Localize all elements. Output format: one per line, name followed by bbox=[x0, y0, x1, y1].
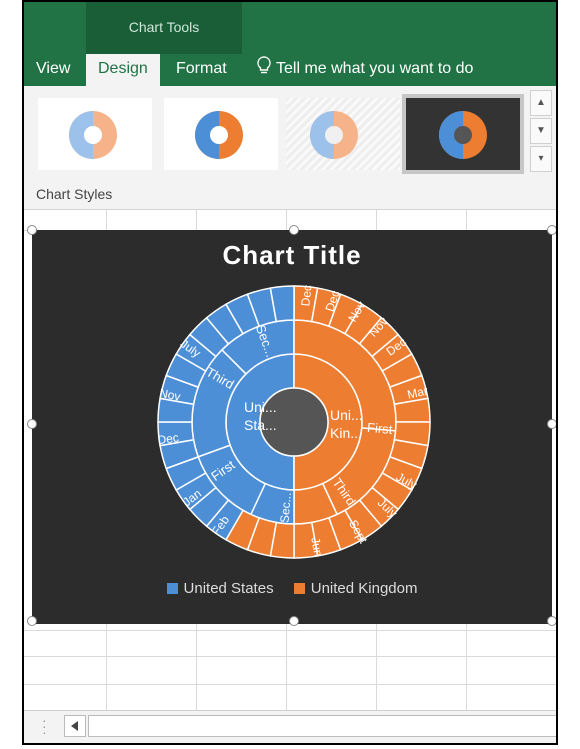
sunburst-label-month: Dec bbox=[323, 289, 343, 314]
chart-tools-context-label: Chart Tools bbox=[86, 2, 242, 54]
resize-handle-top[interactable] bbox=[289, 225, 299, 235]
tab-format[interactable]: Format bbox=[176, 60, 227, 77]
gallery-scroll-down[interactable]: ▼ bbox=[530, 118, 552, 144]
sunburst-label-month: Jun bbox=[308, 536, 325, 557]
chart-styles-gallery: ▲ ▼ ▾ bbox=[24, 86, 556, 178]
lightbulb-icon bbox=[257, 56, 271, 74]
sheet-status-bar: · · · bbox=[24, 710, 556, 743]
horizontal-scrollbar[interactable] bbox=[88, 715, 556, 737]
triangle-left-icon bbox=[71, 721, 78, 731]
ribbon-header: Chart Tools View Design Format Tell me w… bbox=[24, 2, 556, 86]
sunburst-label-uk: Kin... bbox=[330, 425, 362, 441]
resize-handle-bottom[interactable] bbox=[289, 616, 299, 626]
excel-window: Chart Tools View Design Format Tell me w… bbox=[22, 0, 558, 745]
chart-style-thumb-3[interactable] bbox=[286, 98, 400, 170]
resize-handle-bottom-left[interactable] bbox=[27, 616, 37, 626]
chart-title[interactable]: Chart Title bbox=[222, 240, 362, 270]
sunburst-label-month: Dec bbox=[157, 430, 180, 447]
sunburst-chart[interactable]: Uni...Sta...Uni...Kin...Sec...ThirdFirst… bbox=[32, 270, 552, 600]
sunburst-label-month: Dec bbox=[298, 284, 314, 307]
sunburst-label-uk: Uni... bbox=[330, 407, 363, 423]
gallery-scroll-up[interactable]: ▲ bbox=[530, 90, 552, 116]
resize-handle-bottom-right[interactable] bbox=[547, 616, 556, 626]
tell-me-box[interactable]: Tell me what you want to do bbox=[256, 54, 473, 86]
drag-dots-icon[interactable]: · · · bbox=[42, 712, 47, 740]
resize-handle-top-left[interactable] bbox=[27, 225, 37, 235]
sunburst-thumbnail-icon bbox=[439, 111, 487, 159]
sunburst-label-month: Nov bbox=[158, 386, 182, 404]
chart-style-thumb-4-selected[interactable] bbox=[402, 94, 524, 174]
legend-item-united-states: United States bbox=[166, 580, 274, 597]
chart-style-thumb-1[interactable] bbox=[38, 98, 152, 170]
resize-handle-top-right[interactable] bbox=[547, 225, 556, 235]
worksheet-grid[interactable]: Chart Title Uni... Sta... Uni... Kin... Sec.… bbox=[24, 210, 556, 710]
sunburst-thumbnail-icon bbox=[195, 111, 243, 159]
sunburst-label-us: Sta... bbox=[244, 417, 277, 433]
chart-styles-group-label: Chart Styles bbox=[24, 178, 556, 210]
sunburst-center-hole bbox=[259, 387, 329, 457]
resize-handle-left[interactable] bbox=[27, 419, 37, 429]
tab-design[interactable]: Design bbox=[86, 54, 160, 86]
sunburst-month-segment[interactable] bbox=[269, 285, 295, 323]
sunburst-thumbnail-icon bbox=[310, 111, 358, 159]
tab-view[interactable]: View bbox=[36, 60, 71, 77]
scroll-left-button[interactable] bbox=[64, 715, 86, 737]
sunburst-label-quarter: Sec... bbox=[277, 492, 294, 524]
sunburst-label-quarter: First bbox=[367, 420, 394, 437]
resize-handle-right[interactable] bbox=[547, 419, 556, 429]
tell-me-text: Tell me what you want to do bbox=[276, 60, 474, 77]
gallery-more-button[interactable]: ▾ bbox=[530, 146, 552, 172]
chart-style-thumb-2[interactable] bbox=[164, 98, 278, 170]
chart-legend[interactable]: United States United Kingdom bbox=[32, 580, 552, 597]
sunburst-label-us: Uni... bbox=[244, 399, 277, 415]
sunburst-thumbnail-icon bbox=[69, 111, 117, 159]
legend-item-united-kingdom: United Kingdom bbox=[293, 580, 417, 597]
chart-area[interactable]: Chart Title Uni... Sta... Uni... Kin... Sec.… bbox=[32, 230, 552, 624]
sunburst-label-month: Mar bbox=[406, 383, 429, 401]
